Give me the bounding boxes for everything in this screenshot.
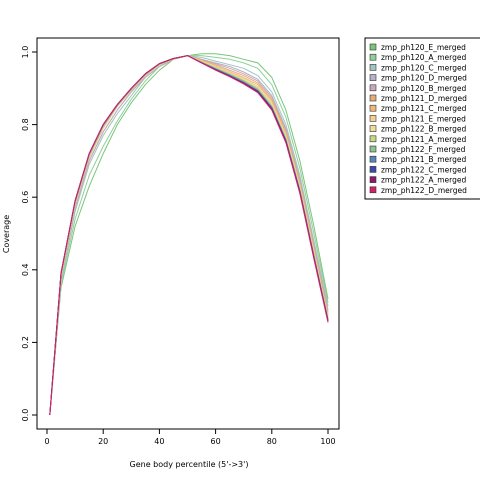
plot-area-frame: [36, 37, 340, 430]
legend-swatch: [369, 94, 377, 102]
y-axis: 0.0 0.2 0.4 0.6 0.8 1.0: [21, 46, 37, 422]
legend-swatch: [369, 155, 377, 163]
legend-swatch: [369, 43, 377, 51]
legend-entry-label: zmp_ph122_C_merged: [381, 165, 467, 174]
legend-entry-label: zmp_ph121_D_merged: [381, 94, 467, 103]
x-tick-label: 100: [320, 437, 335, 446]
y-tick-label: 0.4: [21, 263, 30, 276]
legend-swatch: [369, 74, 377, 81]
x-axis-label: Gene body percentile (5'->3'): [130, 460, 249, 469]
x-tick-label: 0: [44, 437, 49, 446]
legend-swatch: [369, 64, 377, 71]
x-axis: 0 20 40 60 80 100: [44, 429, 336, 446]
x-tick-label: 80: [267, 437, 277, 446]
legend-swatch: [369, 135, 377, 143]
legend-entry-label: zmp_ph121_C_merged: [381, 104, 467, 113]
legend-swatch: [369, 84, 377, 92]
legend-swatch: [369, 166, 377, 173]
legend-entry-label: zmp_ph120_A_merged: [381, 53, 466, 62]
legend-entry-label: zmp_ph121_A_merged: [381, 135, 466, 144]
legend-entry-label: zmp_ph122_B_merged: [381, 125, 466, 134]
legend-swatch: [369, 125, 377, 132]
series-line-zmp_ph122_D_merged: [49, 55, 329, 416]
y-axis-label: Coverage: [2, 215, 11, 253]
y-tick-label: 0.2: [21, 336, 30, 349]
legend-swatch: [369, 176, 377, 183]
legend-box: [364, 37, 480, 200]
y-tick-label: 0.6: [21, 191, 30, 204]
legend-entry-label: zmp_ph122_A_merged: [381, 176, 466, 185]
legend-entry-label: zmp_ph120_D_merged: [381, 74, 467, 83]
series-lines: [49, 53, 329, 416]
legend-entry-label: zmp_ph120_C_merged: [381, 63, 467, 72]
legend-entry-label: zmp_ph122_F_merged: [381, 145, 466, 154]
legend: zmp_ph120_E_mergedzmp_ph120_A_mergedzmp_…: [364, 37, 480, 200]
legend-entry-label: zmp_ph121_B_merged: [381, 155, 466, 164]
y-tick-label: 0.0: [21, 409, 30, 422]
x-tick-label: 20: [98, 437, 108, 446]
legend-entry-label: zmp_ph122_D_merged: [381, 186, 467, 195]
legend-entry-label: zmp_ph120_E_merged: [381, 43, 466, 52]
x-tick-label: 40: [154, 437, 164, 446]
legend-swatch: [369, 104, 377, 112]
x-tick-label: 60: [211, 437, 221, 446]
legend-entry-label: zmp_ph121_E_merged: [381, 114, 466, 123]
legend-swatch: [369, 186, 377, 194]
legend-entry-label: zmp_ph120_B_merged: [381, 84, 466, 93]
legend-swatch: [369, 115, 377, 122]
legend-swatch: [369, 53, 377, 61]
legend-swatch: [369, 145, 377, 153]
y-tick-label: 1.0: [21, 46, 30, 59]
y-tick-label: 0.8: [21, 118, 30, 131]
